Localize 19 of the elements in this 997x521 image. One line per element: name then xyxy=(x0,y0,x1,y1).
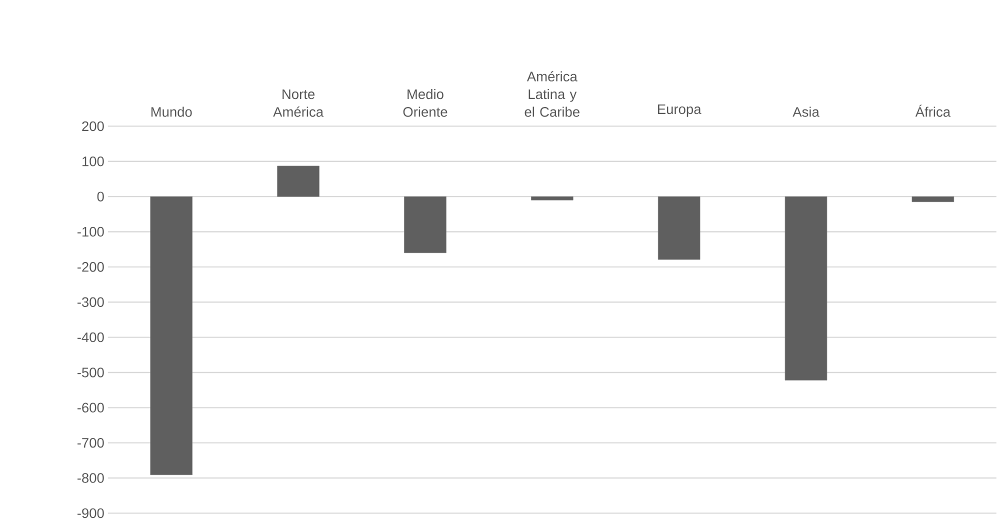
y-tick-label: -200 xyxy=(77,262,104,272)
y-tick-label: 0 xyxy=(97,192,104,202)
y-tick-label: -400 xyxy=(77,332,104,342)
y-tick-label: -100 xyxy=(77,226,104,236)
x-tick-label: Mundo xyxy=(151,106,192,117)
y-tick-label: 200 xyxy=(82,121,104,131)
y-tick-label: -600 xyxy=(77,402,104,412)
y-tick-label: -900 xyxy=(77,508,104,518)
y-tick-label: 100 xyxy=(82,156,104,166)
y-tick-label: -300 xyxy=(77,297,104,307)
x-tick-label: Asia xyxy=(792,106,820,117)
x-tick-label: América Latina y el Caribe xyxy=(524,70,580,117)
x-tick-label: Medio Oriente xyxy=(403,88,448,117)
x-tick-label: Europa xyxy=(658,104,702,117)
x-tick-label: Norte América xyxy=(273,89,324,117)
y-tick-label: -800 xyxy=(77,472,104,483)
x-tick-label: África xyxy=(915,104,951,117)
y-tick-label: -500 xyxy=(77,367,104,378)
y-tick-label: -700 xyxy=(77,438,104,448)
